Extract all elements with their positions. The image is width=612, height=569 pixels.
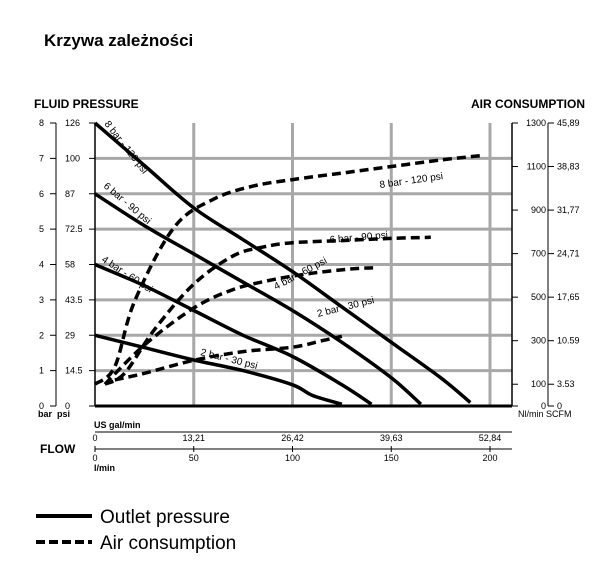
tick-label-bar: 3 <box>39 295 44 305</box>
tick-label-bar: 4 <box>39 260 44 270</box>
series <box>93 121 481 406</box>
tick-label-bar: 0 <box>39 401 44 411</box>
right-unit: Nl/min SCFM <box>518 409 572 419</box>
x-unit-lmin: l/min <box>94 463 115 473</box>
tick-label-scfm: 0 <box>557 401 562 411</box>
tick-label-nl: 900 <box>531 205 546 215</box>
tick-label-bar: 8 <box>39 118 44 128</box>
tick-label-lmin: 0 <box>92 453 97 463</box>
air-consumption-line-5 <box>104 235 431 386</box>
legend: Outlet pressure Air consumption <box>36 507 236 554</box>
tick-label-scfm: 10.59 <box>557 336 580 346</box>
left-axis-label: FLUID PRESSURE <box>34 97 139 111</box>
left-unit-psi: psi <box>57 409 70 419</box>
tick-label-nl: 1100 <box>527 162 546 172</box>
outlet-pressure-line-1 <box>94 192 423 406</box>
outlet-pressure-line-0 <box>93 121 472 404</box>
tick-label-nl: 100 <box>531 379 546 389</box>
tick-label-psi: 100 <box>65 153 80 163</box>
tick-label-nl: 300 <box>531 336 546 346</box>
air-consumption-line-4 <box>93 153 481 386</box>
tick-label-lmin: 200 <box>482 453 497 463</box>
tick-label-psi: 126 <box>65 118 80 128</box>
tick-label-bar: 1 <box>39 366 44 376</box>
air-consumption-line-7 <box>114 334 343 382</box>
tick-label-scfm: 24,71 <box>557 249 580 259</box>
tick-label-psi: 58 <box>65 260 75 270</box>
tick-label-scfm: 38,83 <box>557 162 580 172</box>
legend-label-outlet: Outlet pressure <box>100 507 230 528</box>
grid <box>95 123 512 406</box>
tick-label-bar: 6 <box>39 189 44 199</box>
tick-label-nl: 500 <box>531 292 546 302</box>
legend-label-air: Air consumption <box>100 533 236 554</box>
outlet-pressure-line-3 <box>94 333 343 406</box>
series-label-2: 4 bar - 60 psi <box>99 254 154 295</box>
tick-label-scfm: 31,77 <box>557 205 580 215</box>
tick-label-bar: 2 <box>39 330 44 340</box>
tick-label-lmin: 150 <box>384 453 399 463</box>
x-axis-label: FLOW <box>40 442 76 456</box>
air-consumption-line-6 <box>103 266 378 386</box>
tick-label-psi: 14.5 <box>65 366 83 376</box>
tick-label-bar: 7 <box>39 153 44 163</box>
right-axis-label: AIR CONSUMPTION <box>471 97 585 111</box>
series-label-4: 8 bar - 120 psi <box>379 171 444 191</box>
tick-label-scfm: 3.53 <box>557 379 575 389</box>
tick-label-usgal: 39,63 <box>380 433 403 443</box>
tick-label-psi: 29 <box>65 330 75 340</box>
tick-label-usgal: 52,84 <box>479 433 502 443</box>
tick-label-psi: 87 <box>65 189 75 199</box>
outlet-pressure-line-2 <box>94 262 373 406</box>
tick-label-psi: 72.5 <box>65 224 83 234</box>
left-unit-bar: bar <box>38 409 53 419</box>
tick-label-scfm: 45,89 <box>557 118 580 128</box>
tick-label-usgal: 26,42 <box>281 433 304 443</box>
tick-label-usgal: 13,21 <box>182 433 205 443</box>
x-unit-usgal: US gal/min <box>94 420 141 430</box>
tick-label-psi: 0 <box>65 401 70 411</box>
chart-title: Krzywa zależności <box>44 31 193 50</box>
tick-label-nl: 1300 <box>526 118 546 128</box>
series-label-5: 6 bar - 90 psi <box>329 230 388 246</box>
tick-label-lmin: 100 <box>285 453 300 463</box>
axes: 0 0 1 14.5 2 29 3 43.5 4 58 5 72.5 6 87 7 100 8 126 0 0 100 3… <box>39 118 580 463</box>
series-label-0: 8 bar - 120 psi <box>102 119 150 176</box>
series-label-6: 4 bar - 60 psi <box>272 256 329 293</box>
tick-label-scfm: 17,65 <box>557 292 580 302</box>
tick-label-bar: 5 <box>39 224 44 234</box>
tick-label-psi: 43.5 <box>65 295 83 305</box>
tick-label-nl: 700 <box>531 249 546 259</box>
tick-label-lmin: 50 <box>189 453 199 463</box>
tick-label-usgal: 0 <box>92 433 97 443</box>
tick-label-nl: 0 <box>541 401 546 411</box>
